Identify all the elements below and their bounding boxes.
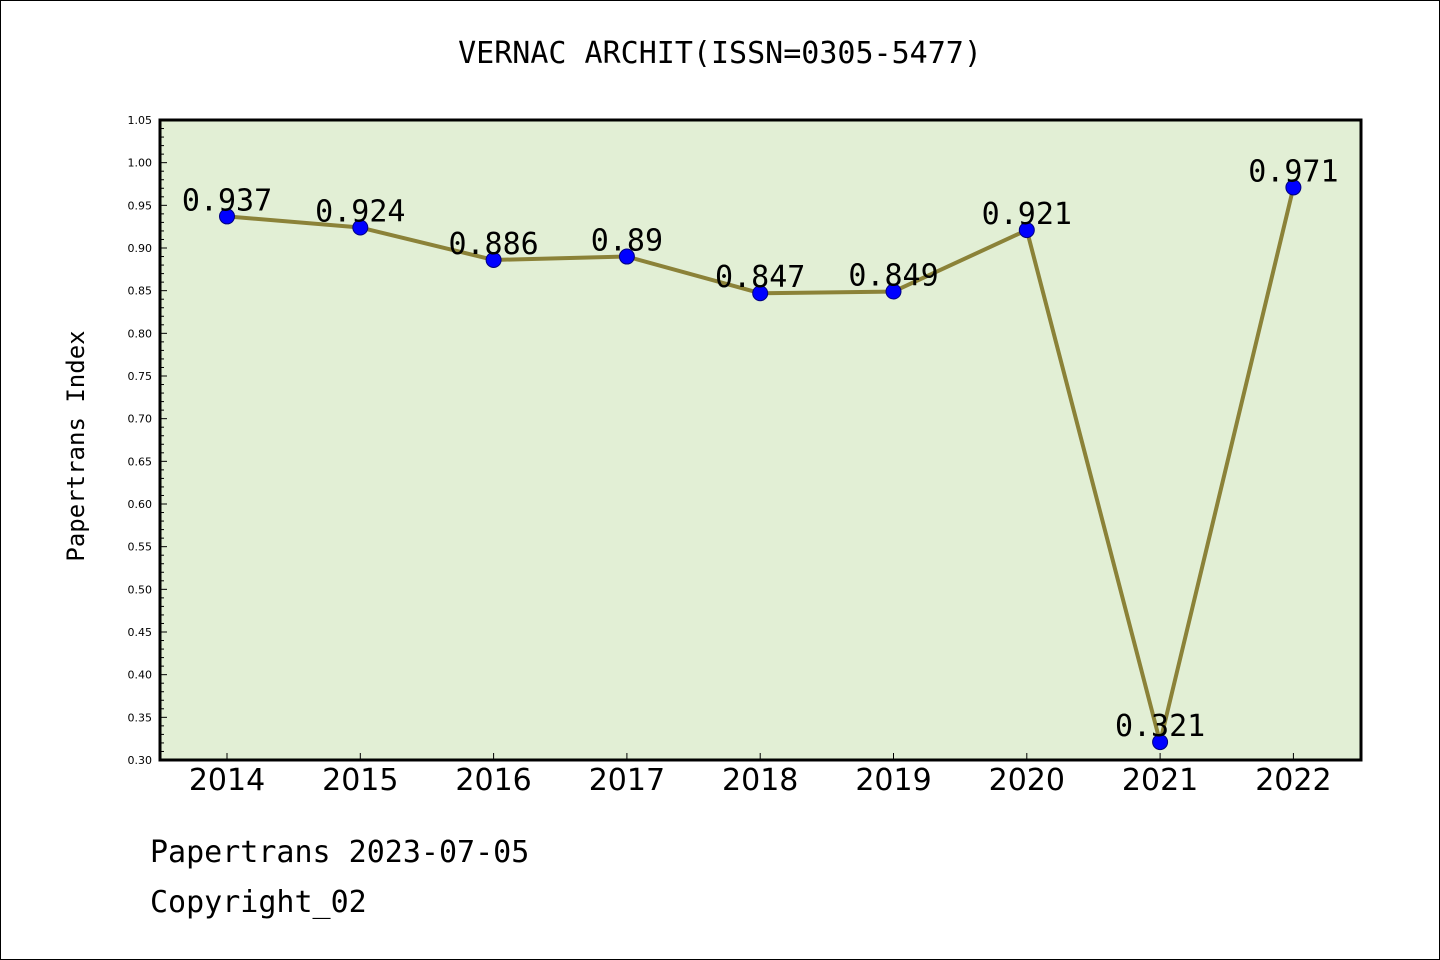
x-tick-label: 2021 xyxy=(1122,763,1198,798)
y-tick-label: 1.00 xyxy=(128,157,153,170)
y-tick-label: 0.90 xyxy=(128,242,153,255)
data-point xyxy=(752,285,769,302)
y-tick-label: 0.65 xyxy=(128,455,153,468)
data-point xyxy=(219,208,235,225)
data-label: 0.89 xyxy=(591,224,663,259)
x-tick-label: 2016 xyxy=(455,763,531,798)
data-label: 0.924 xyxy=(315,195,405,230)
data-label: 0.886 xyxy=(448,227,538,262)
footer-copyright: Copyright_02 xyxy=(150,885,367,920)
data-label: 0.847 xyxy=(715,260,805,295)
x-tick-label: 2019 xyxy=(855,763,931,798)
data-label: 0.321 xyxy=(1115,709,1205,744)
x-tick-label: 2015 xyxy=(322,763,398,798)
y-tick-label: 0.40 xyxy=(128,669,153,682)
y-tick-label: 0.30 xyxy=(128,754,153,767)
chart-title: VERNAC ARCHIT(ISSN=0305-5477) xyxy=(458,36,982,71)
x-tick-label: 2018 xyxy=(722,763,798,798)
data-point xyxy=(352,219,369,236)
y-tick-label: 0.80 xyxy=(128,327,153,340)
data-point xyxy=(1285,179,1302,196)
y-tick-label: 1.05 xyxy=(128,114,153,127)
y-tick-label: 0.75 xyxy=(128,370,153,383)
data-point xyxy=(485,251,502,268)
x-tick-label: 2022 xyxy=(1255,763,1331,798)
data-point xyxy=(1152,734,1169,751)
data-point xyxy=(885,283,902,300)
x-tick-label: 2014 xyxy=(189,763,265,798)
x-tick-label: 2017 xyxy=(589,763,665,798)
footer-date: Papertrans 2023-07-05 xyxy=(150,835,530,870)
y-tick-label: 0.50 xyxy=(128,583,153,596)
data-point xyxy=(1018,222,1035,239)
data-point xyxy=(618,248,635,265)
y-tick-label: 0.95 xyxy=(128,199,153,212)
y-tick-label: 0.85 xyxy=(128,285,153,298)
data-label: 0.849 xyxy=(848,259,938,294)
y-tick-label: 0.60 xyxy=(128,498,153,511)
plot-border xyxy=(158,118,1363,762)
y-tick-label: 0.70 xyxy=(128,413,153,426)
y-tick-label: 0.45 xyxy=(128,626,153,639)
data-label: 0.971 xyxy=(1248,154,1338,189)
data-label: 0.937 xyxy=(182,183,272,218)
x-tick-label: 2020 xyxy=(989,763,1065,798)
y-tick-label: 0.55 xyxy=(128,541,153,554)
y-tick-label: 0.35 xyxy=(128,711,153,724)
data-label: 0.921 xyxy=(982,197,1072,232)
